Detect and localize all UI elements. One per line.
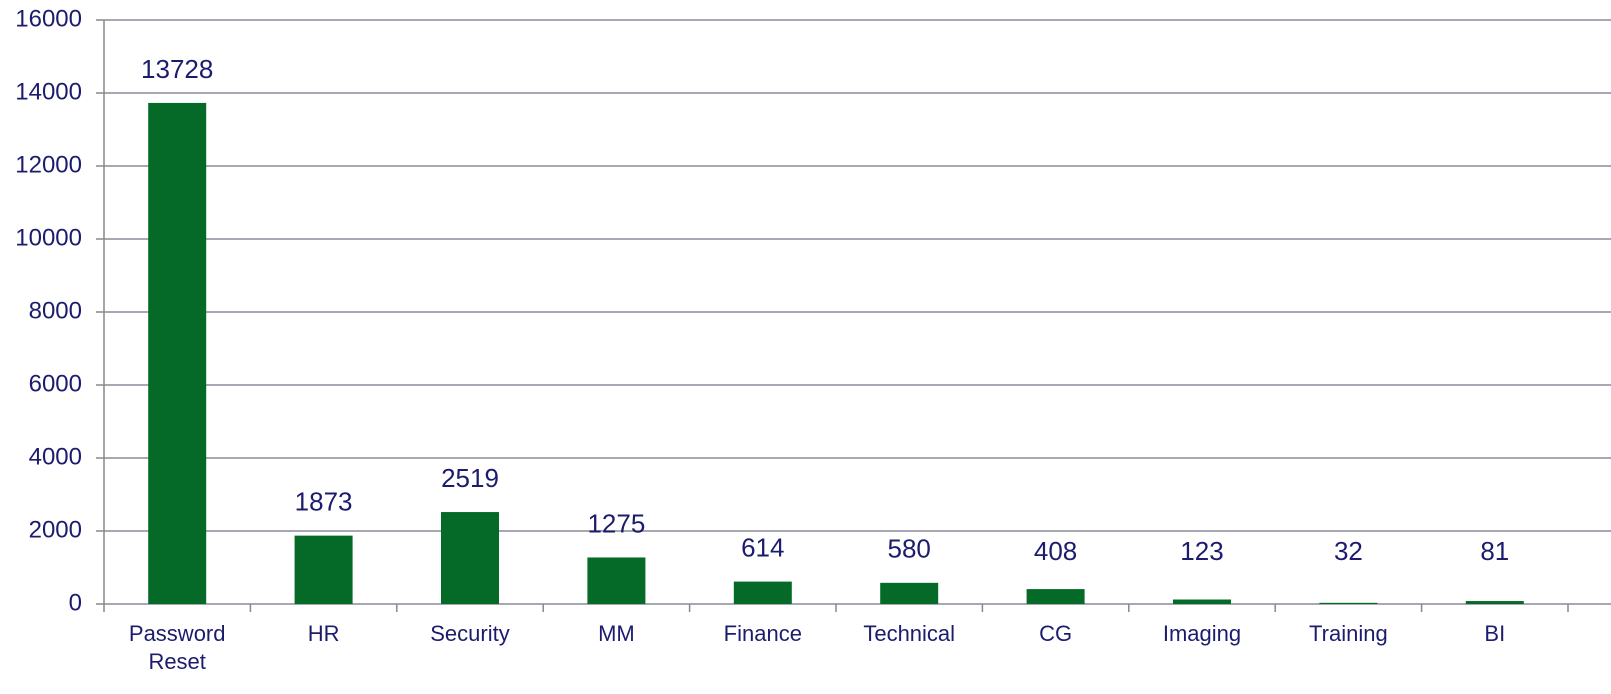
data-label: 123 [1180,536,1223,566]
data-label: 32 [1334,536,1363,566]
data-label: 81 [1480,536,1509,566]
data-label: 580 [888,534,931,564]
bar [1319,602,1378,604]
data-label: 408 [1034,536,1077,566]
y-tick-label: 2000 [29,516,82,543]
bar [733,581,792,604]
y-tick-label: 6000 [29,370,82,397]
bar [880,582,939,604]
y-tick-label: 4000 [29,443,82,470]
data-label: 1873 [295,487,353,517]
x-tick-label: Security [430,621,510,646]
bar [294,535,353,604]
x-tick-label: MM [598,621,635,646]
x-tick-label: Finance [723,621,802,646]
x-tick-label: Technical [863,621,956,646]
y-tick-label: 8000 [29,297,82,324]
data-label: 1275 [587,508,645,538]
y-tick-label: 0 [69,589,82,616]
bar [1465,601,1524,604]
bar [587,557,646,604]
data-label: 614 [741,532,784,562]
bar [441,512,499,604]
x-tick-label: Training [1309,621,1388,646]
x-tick-label: Password Reset [128,621,226,674]
y-tick-label: 10000 [15,224,82,251]
bar [1173,599,1231,604]
y-tick-label: 14000 [15,78,82,105]
bar [148,102,207,604]
x-tick-label: BI [1484,621,1506,646]
y-tick-label: 12000 [15,151,82,178]
y-tick-label: 16000 [15,5,82,32]
bar [1026,589,1085,604]
data-label: 13728 [141,54,213,84]
x-tick-label: CG [1039,621,1073,646]
data-label: 2519 [441,463,499,493]
x-tick-label: HR [307,621,340,646]
x-tick-label: Imaging [1162,621,1242,646]
